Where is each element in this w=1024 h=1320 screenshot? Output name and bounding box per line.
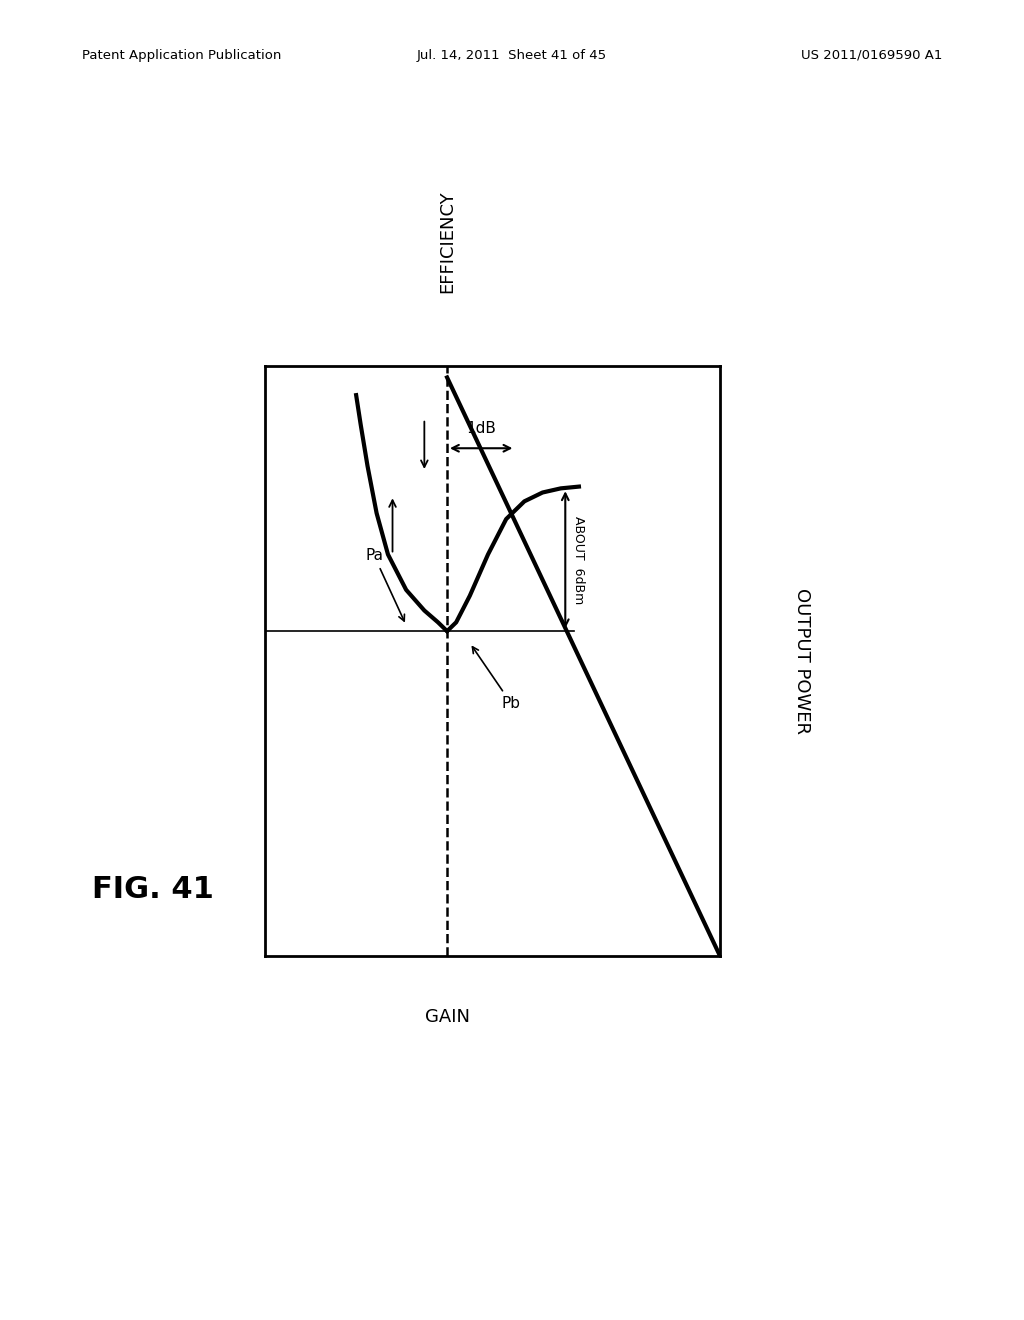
- Text: Patent Application Publication: Patent Application Publication: [82, 49, 282, 62]
- Text: ABOUT  6dBm: ABOUT 6dBm: [572, 516, 585, 603]
- Text: Jul. 14, 2011  Sheet 41 of 45: Jul. 14, 2011 Sheet 41 of 45: [417, 49, 607, 62]
- Text: EFFICIENCY: EFFICIENCY: [438, 190, 456, 293]
- Text: FIG. 41: FIG. 41: [92, 875, 214, 904]
- Text: Pa: Pa: [366, 548, 404, 620]
- Text: OUTPUT POWER: OUTPUT POWER: [793, 587, 811, 734]
- Text: GAIN: GAIN: [425, 1008, 470, 1027]
- Text: Pb: Pb: [472, 647, 520, 711]
- Text: 1dB: 1dB: [466, 421, 496, 437]
- Text: US 2011/0169590 A1: US 2011/0169590 A1: [801, 49, 942, 62]
